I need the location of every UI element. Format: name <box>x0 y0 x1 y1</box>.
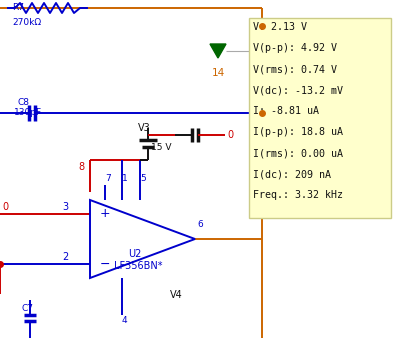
Text: I(p-p): 18.8 uA: I(p-p): 18.8 uA <box>253 127 343 137</box>
Text: −: − <box>100 258 110 271</box>
Text: V(rms): 0.74 V: V(rms): 0.74 V <box>253 64 337 74</box>
Text: 4: 4 <box>122 316 128 325</box>
Text: I(dc): 209 nA: I(dc): 209 nA <box>253 169 331 179</box>
Text: I: -8.81 uA: I: -8.81 uA <box>253 106 319 116</box>
Text: V: 2.13 V: V: 2.13 V <box>253 22 307 32</box>
Text: 14: 14 <box>211 68 225 78</box>
Polygon shape <box>249 18 391 218</box>
Text: U2: U2 <box>128 249 142 259</box>
Text: C8: C8 <box>18 98 30 107</box>
Text: 130pF: 130pF <box>14 108 42 117</box>
Text: +: + <box>100 207 111 220</box>
Text: 1: 1 <box>122 174 128 183</box>
Text: 15 V: 15 V <box>151 143 171 152</box>
Text: 270kΩ: 270kΩ <box>12 18 41 27</box>
Text: Freq.: 3.32 kHz: Freq.: 3.32 kHz <box>253 190 343 200</box>
Text: I(rms): 0.00 uA: I(rms): 0.00 uA <box>253 148 343 158</box>
Text: V4: V4 <box>170 290 183 300</box>
Text: 8: 8 <box>79 162 85 172</box>
Text: 5: 5 <box>140 174 146 183</box>
Text: V(dc): -13.2 mV: V(dc): -13.2 mV <box>253 85 343 95</box>
Text: V(p-p): 4.92 V: V(p-p): 4.92 V <box>253 43 337 53</box>
Text: V3: V3 <box>138 123 151 133</box>
Text: 0: 0 <box>227 130 233 140</box>
Text: 0: 0 <box>2 202 8 212</box>
Text: LF356BN*: LF356BN* <box>114 261 162 271</box>
Text: 2: 2 <box>62 252 68 262</box>
Text: C7: C7 <box>22 304 34 313</box>
Text: 6: 6 <box>197 220 203 229</box>
Text: R7: R7 <box>12 3 24 12</box>
Polygon shape <box>210 44 226 58</box>
Text: 3: 3 <box>62 202 68 212</box>
Text: 7: 7 <box>105 174 111 183</box>
